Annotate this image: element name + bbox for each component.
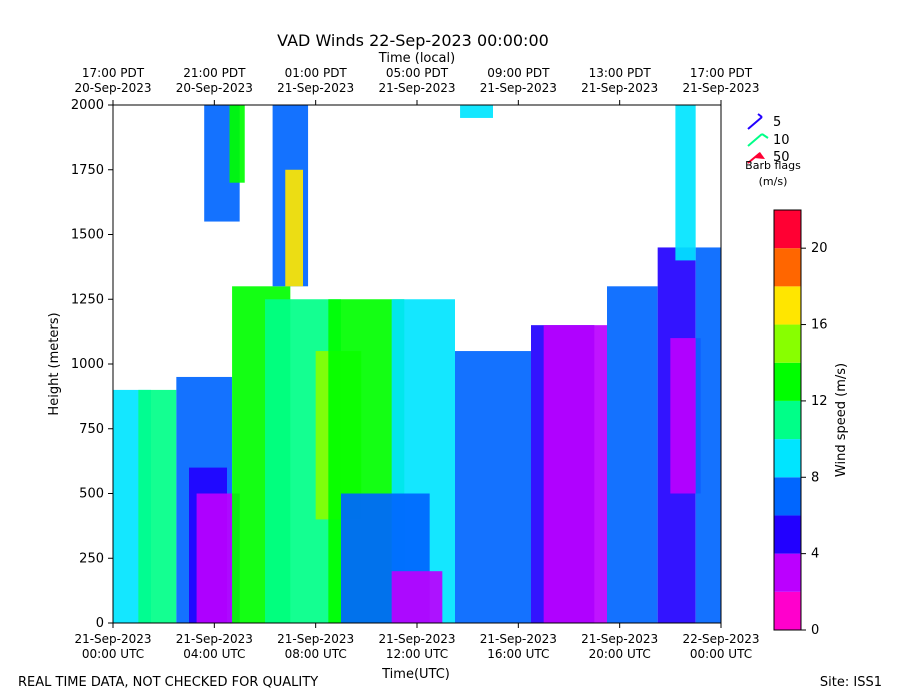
- barb-legend-feather: [757, 113, 763, 118]
- top-tick-label-date: 21-Sep-2023: [480, 81, 557, 95]
- barb-legend-item: 10: [747, 133, 790, 148]
- y-tick-label: 1250: [71, 292, 104, 307]
- y-axis-label: Height (meters): [47, 312, 62, 415]
- colorbar-segment: [774, 591, 801, 630]
- y-tick-label: 750: [79, 422, 104, 437]
- colorbar-segment: [774, 362, 801, 401]
- barb-legend-item: 5: [747, 113, 781, 130]
- y-tick-label: 250: [79, 551, 104, 566]
- colorbar-frame: [773, 209, 802, 631]
- wind-region: [607, 286, 658, 623]
- barb-legend-label: 50: [773, 150, 790, 165]
- wind-region: [138, 389, 177, 623]
- wind-region: [695, 247, 721, 623]
- top-tick-label-time: 05:00 PDT: [386, 66, 449, 80]
- barb-legend-marker: [747, 116, 763, 130]
- wind-region: [285, 169, 303, 287]
- colorbar-label: Wind speed (m/s): [834, 363, 849, 477]
- chart-title: VAD Winds 22-Sep-2023 00:00:00: [277, 31, 549, 50]
- x-axis-label: Time(UTC): [381, 667, 450, 682]
- x-tick-label-time: 04:00 UTC: [183, 647, 245, 661]
- colorbar-segment: [774, 210, 801, 249]
- x-tick-label-time: 00:00 UTC: [82, 647, 144, 661]
- colorbar-segment: [774, 286, 801, 325]
- wind-speed-regions: [113, 105, 721, 623]
- colorbar-tick-label: 8: [811, 470, 819, 485]
- x-tick-label-time: 12:00 UTC: [386, 647, 448, 661]
- colorbar-segment: [774, 553, 801, 592]
- wind-region: [391, 571, 443, 623]
- colorbar-segment: [774, 515, 801, 554]
- barb-legend-units: (m/s): [759, 175, 788, 188]
- wind-region: [675, 105, 696, 261]
- wind-region: [543, 325, 607, 623]
- y-tick-label: 1500: [71, 228, 104, 243]
- x-tick-label-time: 08:00 UTC: [285, 647, 347, 661]
- y-tick-label: 0: [96, 616, 104, 631]
- colorbar-tick-label: 0: [811, 623, 819, 638]
- top-axis-label: Time (local): [378, 51, 455, 66]
- colorbar-segment: [774, 400, 801, 440]
- x-tick-label-date: 21-Sep-2023: [581, 632, 658, 646]
- y-tick-label: 500: [79, 487, 104, 502]
- top-tick-label-time: 13:00 PDT: [589, 66, 652, 80]
- x-tick-label-time: 00:00 UTC: [690, 647, 752, 661]
- wind-region: [229, 105, 245, 183]
- top-tick-label-date: 20-Sep-2023: [74, 81, 151, 95]
- colorbar-segment: [774, 439, 801, 478]
- colorbar: [774, 210, 801, 630]
- x-tick-label-date: 22-Sep-2023: [682, 632, 759, 646]
- barb-legend: 5 10 50 Barb flags (m/s): [745, 113, 801, 188]
- barb-legend-marker: [747, 133, 763, 147]
- quality-disclaimer: REAL TIME DATA, NOT CHECKED FOR QUALITY: [18, 675, 318, 690]
- barb-legend-item: 50: [747, 150, 790, 165]
- top-tick-label-time: 17:00 PDT: [690, 66, 753, 80]
- top-tick-label-date: 21-Sep-2023: [682, 81, 759, 95]
- barb-legend-label: 10: [773, 133, 790, 148]
- colorbar-tick-label: 12: [811, 394, 828, 409]
- top-tick-label-time: 17:00 PDT: [82, 66, 145, 80]
- top-tick-label-time: 21:00 PDT: [183, 66, 246, 80]
- colorbar-segment: [774, 477, 801, 516]
- colorbar-segment: [774, 248, 801, 287]
- wind-region: [455, 351, 531, 623]
- barb-legend-caption: Barb flags: [745, 159, 801, 172]
- barb-legend-flag: [754, 152, 765, 159]
- top-tick-label-date: 21-Sep-2023: [581, 81, 658, 95]
- barb-legend-label: 5: [773, 115, 781, 130]
- x-tick-label-date: 21-Sep-2023: [176, 632, 253, 646]
- top-tick-label-time: 01:00 PDT: [285, 66, 348, 80]
- barb-legend-feather: [761, 133, 769, 139]
- top-tick-label-time: 09:00 PDT: [487, 66, 550, 80]
- top-tick-label-date: 20-Sep-2023: [176, 81, 253, 95]
- site-label: Site: ISS1: [820, 675, 882, 690]
- top-tick-label-date: 21-Sep-2023: [378, 81, 455, 95]
- x-tick-label-date: 21-Sep-2023: [378, 632, 455, 646]
- colorbar-tick-label: 20: [811, 241, 828, 256]
- x-tick-label-time: 16:00 UTC: [487, 647, 549, 661]
- colorbar-segment: [774, 324, 801, 363]
- y-tick-label: 2000: [71, 98, 104, 113]
- x-tick-label-time: 20:00 UTC: [589, 647, 651, 661]
- top-tick-label-date: 21-Sep-2023: [277, 81, 354, 95]
- x-tick-label-date: 21-Sep-2023: [480, 632, 557, 646]
- colorbar-ticks: 0 4 8 12 16 20: [801, 241, 828, 638]
- colorbar-tick-label: 4: [811, 547, 819, 562]
- wind-region: [460, 105, 493, 118]
- colorbar-tick-label: 16: [811, 318, 828, 333]
- x-tick-label-date: 21-Sep-2023: [277, 632, 354, 646]
- y-axis-ticks: 0 250 500 750 1000 1250 1500 1750 2000: [71, 98, 113, 631]
- y-tick-label: 1000: [71, 357, 104, 372]
- x-tick-label-date: 21-Sep-2023: [74, 632, 151, 646]
- y-tick-label: 1750: [71, 163, 104, 178]
